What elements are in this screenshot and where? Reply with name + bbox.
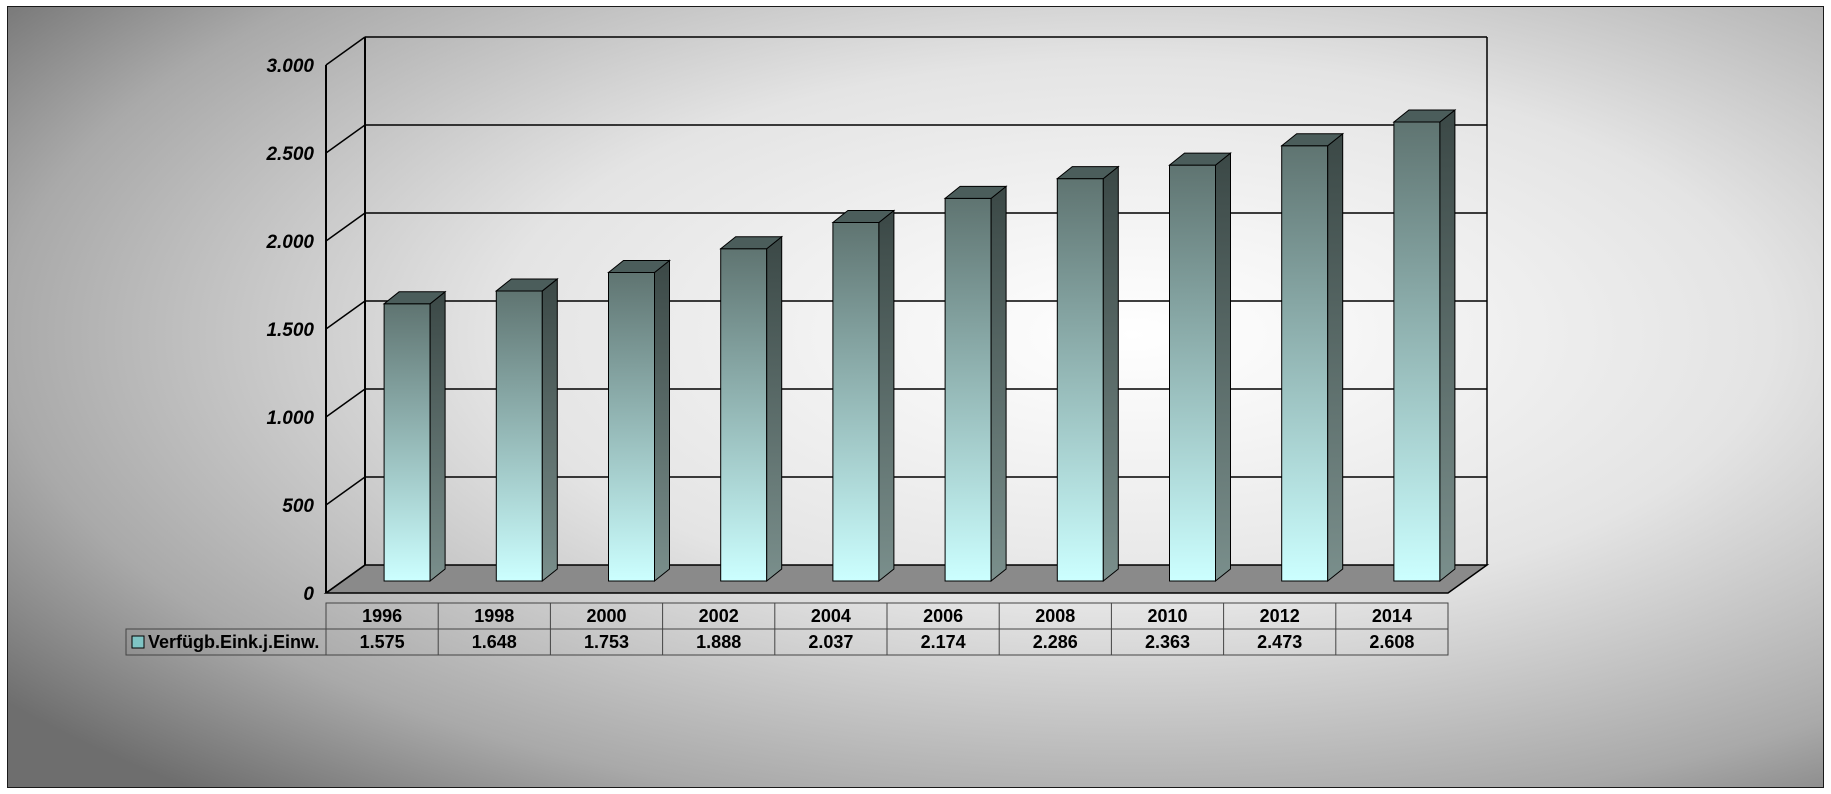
- legend-key: [131, 635, 145, 649]
- x-category-label: 2012: [1260, 606, 1300, 626]
- data-value-label: 1.888: [696, 632, 741, 652]
- bar: [608, 271, 655, 582]
- side-wall-line: [325, 212, 366, 242]
- bar-side: [990, 185, 1007, 583]
- data-value-label: 2.473: [1257, 632, 1302, 652]
- y-tick-label: 2.000: [265, 232, 314, 253]
- side-wall-line: [325, 124, 366, 154]
- side-wall-line: [325, 300, 366, 330]
- y-tick-label: 1.500: [266, 320, 314, 341]
- bar-top: [1392, 109, 1457, 123]
- bar-side: [541, 277, 558, 583]
- bar: [383, 303, 431, 582]
- bar-side: [429, 290, 446, 583]
- bar-top: [1280, 133, 1345, 147]
- x-category-label: 2014: [1372, 606, 1412, 626]
- bar: [1393, 121, 1441, 582]
- bar-side: [878, 209, 895, 583]
- data-value-label: 1.648: [472, 632, 517, 652]
- data-value-label: 2.037: [808, 632, 853, 652]
- y-tick-label: 1.000: [266, 408, 314, 429]
- bar-top: [607, 259, 671, 273]
- bar-side: [1439, 108, 1456, 583]
- bar: [495, 290, 543, 582]
- data-value-label: 2.286: [1033, 632, 1078, 652]
- bar: [944, 197, 992, 582]
- data-value-label: 1.575: [360, 632, 405, 652]
- bar-top: [1055, 166, 1120, 180]
- x-category-label: 2000: [586, 606, 626, 626]
- bar-top: [943, 185, 1008, 199]
- bar-chart: 0 500 1.000 1.500 2.000 2.500 3.000 1996 1998 20…: [8, 7, 1823, 787]
- bar-top: [719, 236, 784, 250]
- bar-top: [494, 278, 559, 292]
- x-category-label: 2006: [923, 606, 963, 626]
- y-tick-label: 3.000: [266, 56, 314, 77]
- y-tick-label: 0: [303, 584, 314, 605]
- bar-top: [831, 209, 896, 223]
- chart-frame: 0 500 1.000 1.500 2.000 2.500 3.000 1996 1998 20…: [7, 6, 1824, 788]
- bar: [1169, 164, 1216, 582]
- bar: [1056, 178, 1104, 582]
- x-category-label: 2004: [811, 606, 851, 626]
- x-category-label: 2008: [1035, 606, 1075, 626]
- data-value-label: 1.753: [584, 632, 629, 652]
- data-value-label: 2.608: [1369, 632, 1414, 652]
- chart-background: [8, 7, 1823, 787]
- side-wall-line: [325, 476, 366, 506]
- bar-side: [654, 259, 670, 583]
- bar-side: [1327, 132, 1344, 583]
- x-category-label: 1996: [362, 606, 402, 626]
- bar-side: [1215, 152, 1231, 583]
- bar-top: [382, 291, 447, 305]
- bar-top: [1168, 152, 1232, 166]
- bar-side: [766, 235, 783, 583]
- bar: [720, 248, 768, 582]
- data-value-label: 2.363: [1145, 632, 1190, 652]
- x-category-label: 1998: [474, 606, 514, 626]
- data-value-label: 2.174: [921, 632, 966, 652]
- side-wall-line: [325, 388, 366, 418]
- y-tick-label: 2.500: [265, 144, 314, 165]
- bar: [832, 221, 880, 582]
- bar-side: [1102, 165, 1119, 583]
- side-wall-line: [325, 36, 366, 66]
- bar: [1281, 145, 1329, 582]
- y-tick-label: 500: [282, 496, 314, 517]
- x-category-label: 2010: [1147, 606, 1187, 626]
- legend-label: Verfügb.Eink.j.Einw.: [148, 632, 319, 652]
- side-wall-line: [325, 564, 366, 594]
- x-category-label: 2002: [699, 606, 739, 626]
